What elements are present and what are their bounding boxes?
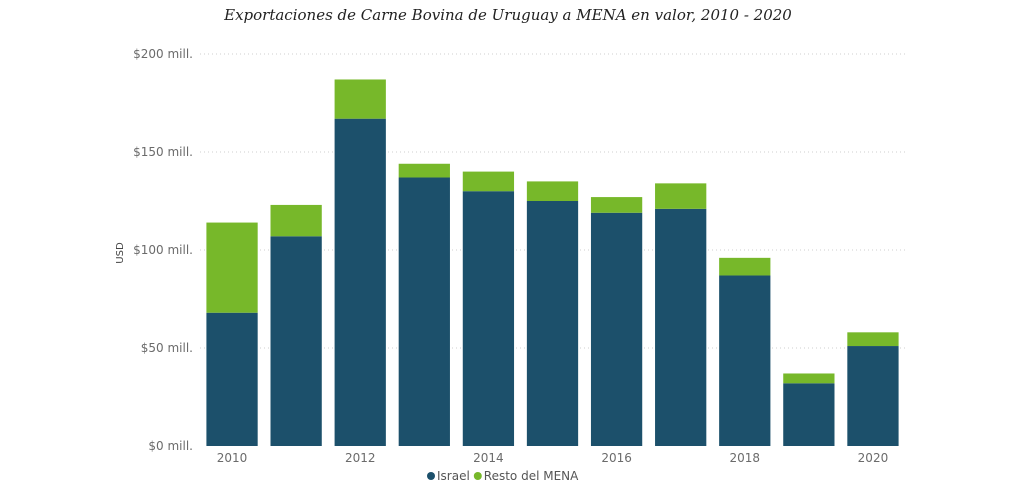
bar-israel-2013 [398,177,450,447]
bar-israel-2016 [590,212,643,446]
bar-resto-mena-2018 [719,257,771,276]
y-tick-label: $200 mill. [133,47,193,61]
bar-resto-mena-2010 [206,222,258,313]
x-tick-label: 2010 [217,451,248,465]
y-axis-title: USD [115,242,126,264]
bar-israel-2020 [847,346,899,446]
bar-resto-mena-2017 [655,183,707,209]
x-tick-label: 2016 [601,451,632,465]
legend-label-resto-mena: Resto del MENA [484,469,579,483]
bar-israel-2017 [655,208,707,446]
bar-resto-mena-2012 [334,79,386,119]
bar-resto-mena-2016 [590,197,643,213]
bar-resto-mena-2019 [783,373,835,384]
bar-resto-mena-2014 [462,171,515,192]
y-tick-label: $50 mill. [141,341,193,355]
bar-israel-2012 [334,118,386,447]
bar-israel-2018 [719,275,771,446]
y-tick-label: $150 mill. [133,145,193,159]
bar-resto-mena-2013 [398,163,450,178]
legend-label-israel: Israel [437,469,470,483]
bar-resto-mena-2015 [526,181,579,201]
bar-israel-2014 [462,191,515,446]
bar-israel-2015 [526,201,579,446]
y-tick-label: $0 mill. [148,439,193,453]
bar-israel-2010 [206,312,258,446]
bar-israel-2019 [783,383,835,446]
legend-marker-israel [427,472,435,480]
x-tick-label: 2020 [858,451,889,465]
chart-title: Exportaciones de Carne Bovina de Uruguay… [224,6,792,24]
y-tick-label: $100 mill. [133,243,193,257]
bar-israel-2011 [270,236,322,446]
x-tick-label: 2012 [345,451,376,465]
bar-resto-mena-2011 [270,204,322,237]
x-tick-label: 2014 [473,451,504,465]
bar-resto-mena-2020 [847,332,899,347]
legend-marker-resto-mena [473,472,482,480]
x-tick-label: 2018 [729,451,760,465]
